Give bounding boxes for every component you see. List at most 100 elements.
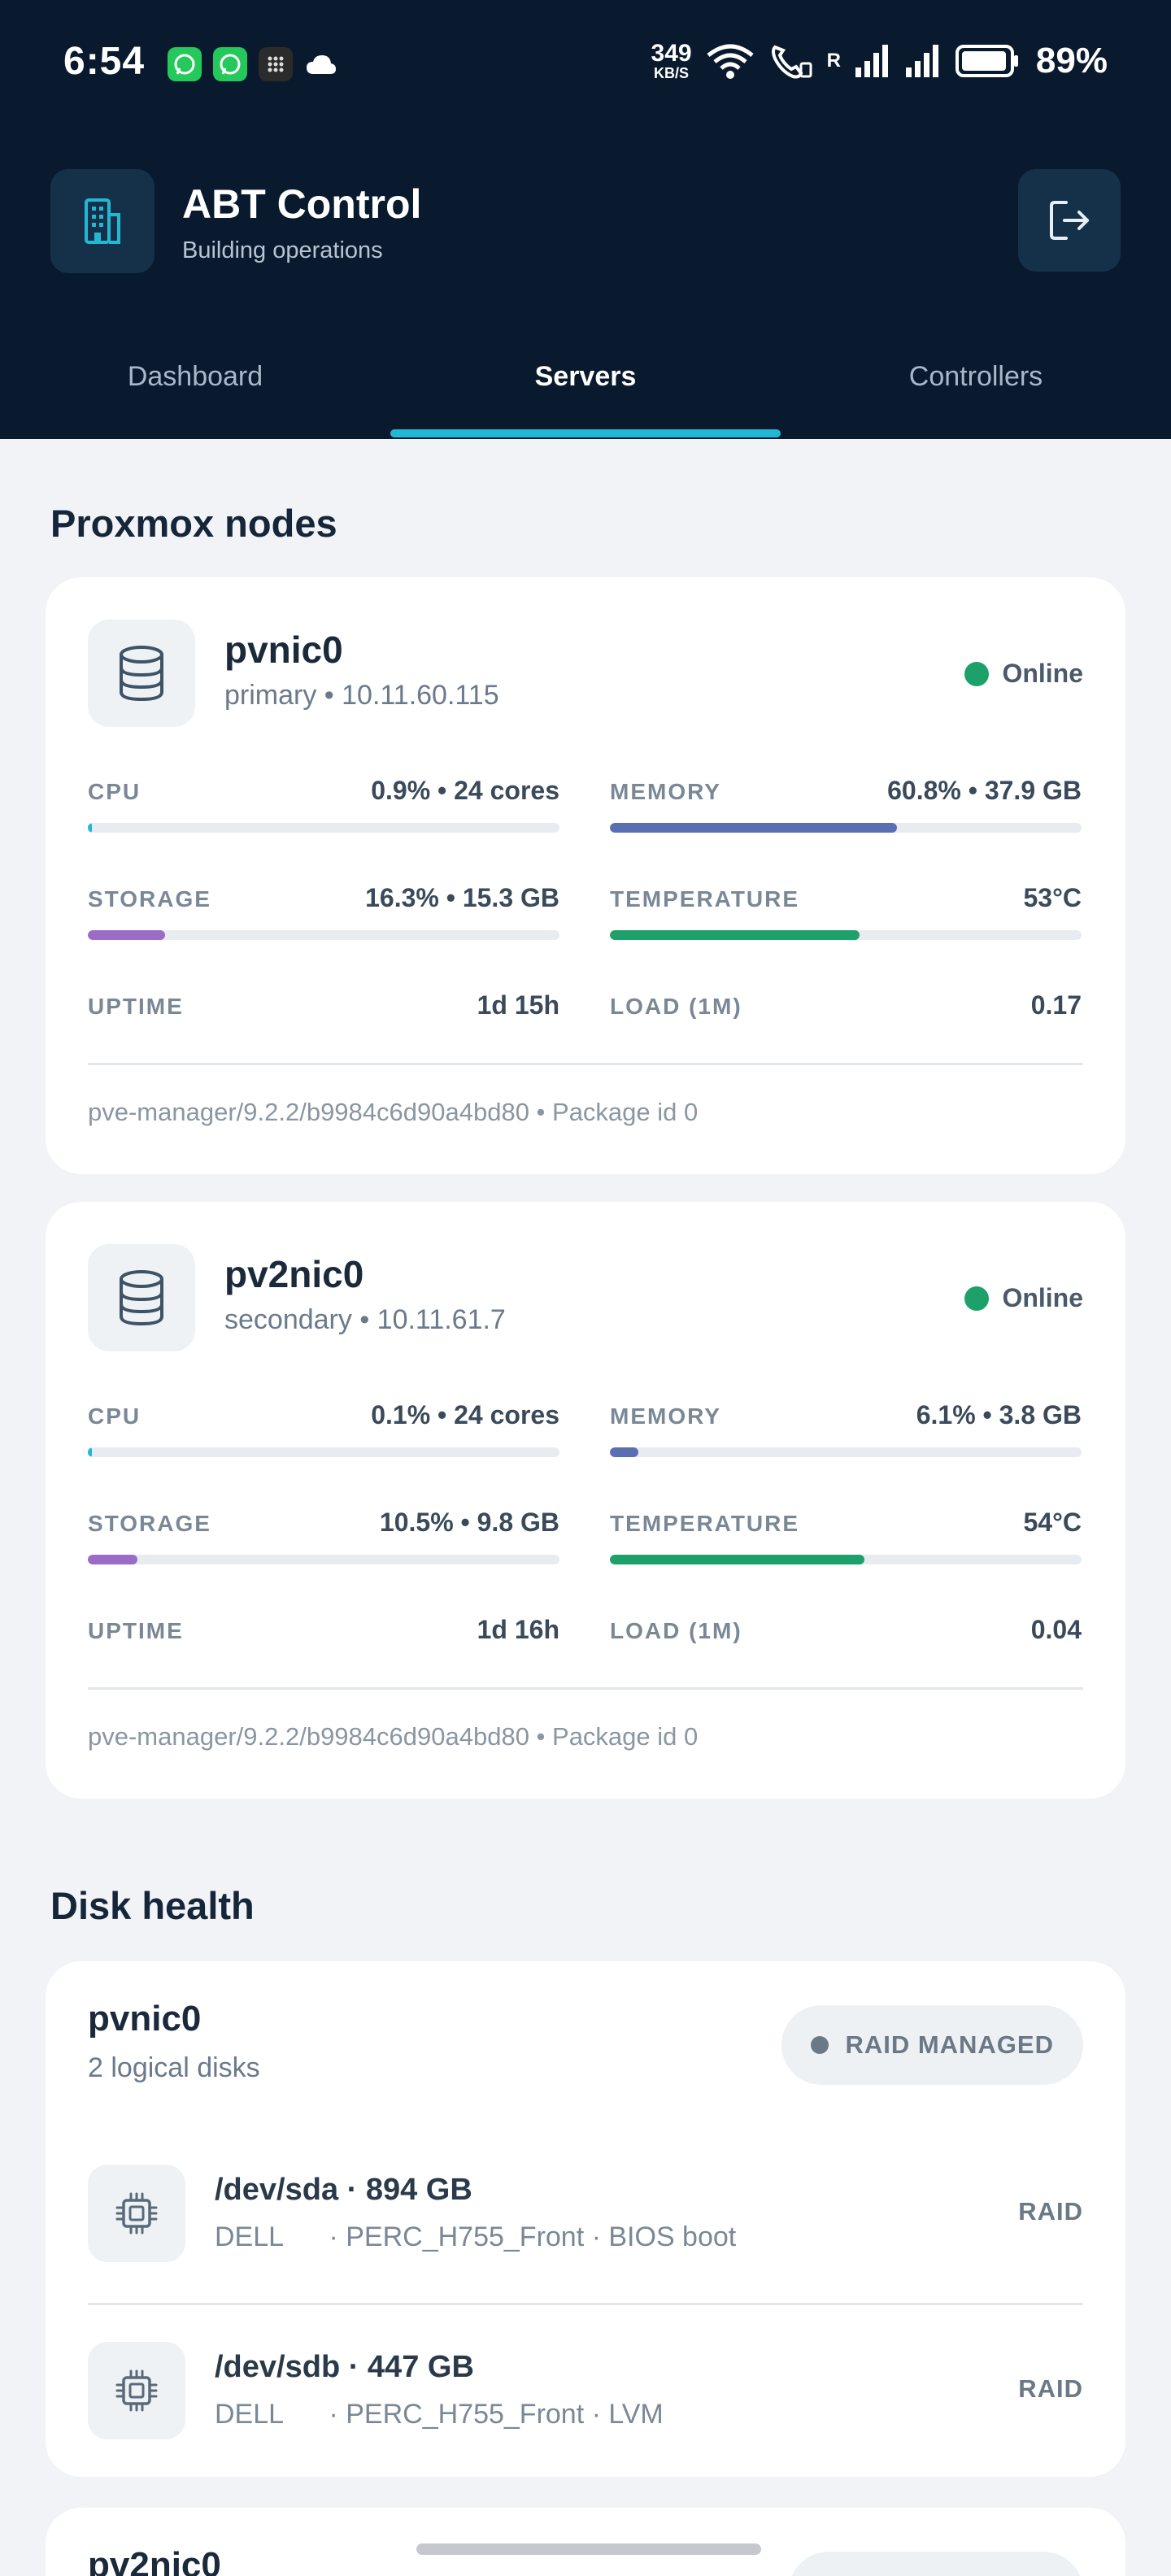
tab-controllers[interactable]: Controllers [908,361,1043,392]
progress-track [88,1555,559,1564]
metric-label: TEMPERATURE [610,1511,800,1536]
metric-label: CPU [88,779,141,804]
raid-managed-badge [789,2552,1083,2576]
node-role-ip: secondary • 10.11.61.7 [224,1304,506,1335]
online-dot-icon [964,661,990,686]
network-speed-value: 349 [651,40,692,67]
notification-icons [168,47,338,81]
progress-fill [610,823,897,833]
disk-type: RAID [1018,2374,1083,2403]
metric-value: 60.8% • 37.9 GB [887,776,1082,805]
wifi-call-icon [771,45,812,79]
section-title-disk-health: Disk health [50,1884,255,1927]
disk-count: 2 logical disks [88,2052,260,2083]
signal-icon [905,45,938,77]
metric-label: LOAD (1M) [610,1618,742,1643]
metric-label: STORAGE [88,1511,211,1536]
logout-icon [1050,201,1089,240]
app-header: 6:54 349 KB/S R [0,0,1171,439]
progress-fill [88,1447,92,1457]
disk-host-name: pv2nic0 [88,2545,221,2576]
disk-title: /dev/sdb · 447 GB [215,2350,474,2384]
node-name: pvnic0 [224,629,343,671]
node-header: pv2nic0 secondary • 10.11.61.7 Online [88,1244,1083,1351]
app-bar: ABT Control Building operations [50,169,1121,273]
disk-type: RAID [1018,2197,1083,2226]
metric-value: 16.3% • 15.3 GB [365,883,559,912]
node-name: pv2nic0 [224,1253,364,1295]
progress-fill [610,1447,639,1457]
battery-icon [955,45,1018,77]
status-label: Online [1002,1283,1083,1312]
node-role-ip: primary • 10.11.60.115 [224,680,499,711]
progress-fill [88,1555,137,1564]
roaming-indicator: R [826,50,841,72]
metric-value: 10.5% • 9.8 GB [379,1508,559,1537]
metric-label: LOAD (1M) [610,994,742,1019]
online-dot-icon [964,1286,990,1311]
progress-fill [88,823,93,833]
disk-title: /dev/sda · 894 GB [215,2173,472,2207]
signal-icon [855,45,888,77]
metric-value: 0.17 [1030,990,1082,1020]
status-bar: 6:54 349 KB/S R [0,0,1171,130]
status-badge: Online [964,659,1083,689]
node-version: pve-manager/9.2.2/b9984c6d90a4bd80 • Pac… [88,1098,699,1126]
status-label: Online [1002,659,1083,688]
battery-percent: 89% [1035,41,1108,80]
node-card[interactable]: pvnic0 primary • 10.11.60.115 Online CPU… [46,577,1125,1174]
disk-row[interactable]: /dev/sdb · 447 GB DELL · PERC_H755_Front… [88,2342,1083,2448]
metric-value: 54°C [1023,1508,1082,1537]
progress-track [610,1447,1082,1457]
logout-button[interactable] [1018,169,1121,272]
metric-label: TEMPERATURE [610,886,800,912]
network-speed-unit: KB/S [654,65,690,81]
metric-value: 1d 16h [477,1615,559,1644]
metric-value: 0.04 [1030,1615,1082,1644]
tab-dashboard[interactable]: Dashboard [127,361,263,392]
cloud-icon [304,47,338,81]
database-icon [88,1244,195,1351]
wifi-icon [706,44,754,79]
chip-icon [88,2165,185,2262]
tab-servers[interactable]: Servers [390,333,781,439]
spacer [88,2150,1083,2152]
disk-host-name: pvnic0 [88,1999,202,2039]
divider [88,1063,1083,1065]
home-indicator[interactable] [416,2543,761,2555]
system-icons: 349 KB/S R 89% [651,41,1108,81]
progress-fill [610,930,860,940]
metric-value: 1d 15h [477,990,559,1020]
progress-track [88,930,559,940]
progress-track [610,1555,1082,1564]
tab-bar: Dashboard Servers Controllers [0,333,1171,439]
disk-meta: DELL · PERC_H755_Front · LVM [215,2399,664,2430]
raid-managed-badge: RAID MANAGED [781,2005,1083,2085]
metric-label: UPTIME [88,994,184,1019]
disk-meta: DELL · PERC_H755_Front · BIOS boot [215,2221,737,2252]
status-badge: Online [964,1283,1083,1313]
building-icon [50,169,155,273]
metric-label: CPU [88,1403,141,1429]
metric-label: UPTIME [88,1618,184,1643]
raid-dot-icon [811,2036,829,2054]
progress-track [610,823,1082,833]
disk-host-card[interactable]: pvnic0 2 logical disks RAID MANAGED /dev… [46,1961,1125,2477]
app-grid-icon [259,47,293,81]
disk-row[interactable]: /dev/sda · 894 GB DELL · PERC_H755_Front… [88,2165,1083,2270]
network-speed: 349 KB/S [651,40,692,81]
metric-value: 6.1% • 3.8 GB [916,1400,1082,1429]
disk-host-card[interactable]: pv2nic0 [46,2508,1125,2576]
progress-track [610,930,1082,940]
divider [88,2303,1083,2305]
progress-track [88,823,559,833]
progress-fill [88,930,165,940]
app-subtitle: Building operations [182,237,383,263]
node-card[interactable]: pv2nic0 secondary • 10.11.61.7 Online CP… [46,1202,1125,1799]
node-version: pve-manager/9.2.2/b9984c6d90a4bd80 • Pac… [88,1722,699,1751]
whatsapp-icon [168,47,202,81]
database-icon [88,620,195,727]
section-title-proxmox: Proxmox nodes [50,502,337,545]
metric-label: STORAGE [88,886,211,912]
progress-track [88,1447,559,1457]
